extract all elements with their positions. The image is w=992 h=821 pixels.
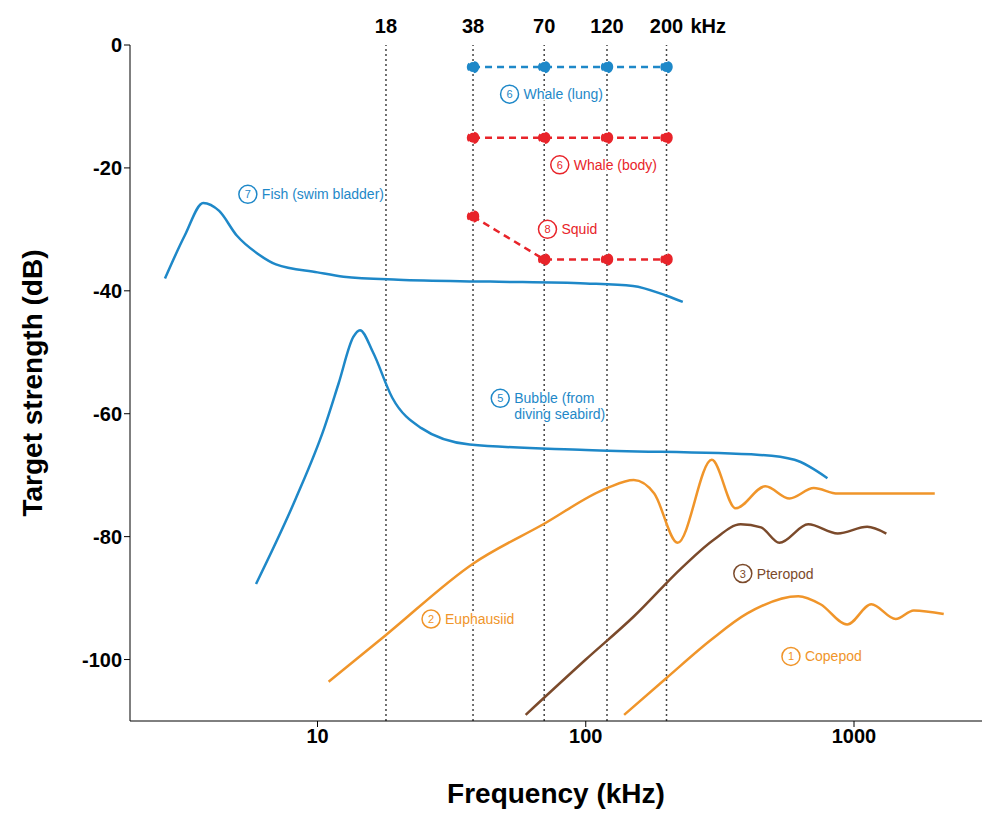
- svg-text:8: 8: [544, 223, 550, 235]
- svg-text:10: 10: [306, 725, 328, 747]
- svg-text:Pteropod: Pteropod: [757, 566, 814, 582]
- svg-text:diving seabird): diving seabird): [514, 406, 605, 422]
- svg-text:70: 70: [533, 15, 555, 37]
- svg-text:5: 5: [497, 392, 503, 404]
- svg-text:200: 200: [650, 15, 683, 37]
- svg-text:3: 3: [740, 568, 746, 580]
- svg-text:0: 0: [111, 34, 122, 56]
- svg-text:Squid: Squid: [561, 221, 597, 237]
- svg-text:Whale (lung): Whale (lung): [524, 86, 603, 102]
- svg-text:2: 2: [428, 613, 434, 625]
- svg-text:1000: 1000: [832, 725, 877, 747]
- svg-text:18: 18: [375, 15, 397, 37]
- svg-text:6: 6: [507, 88, 513, 100]
- svg-text:Copepod: Copepod: [805, 648, 862, 664]
- svg-text:Euphausiid: Euphausiid: [445, 611, 514, 627]
- svg-text:7: 7: [245, 188, 251, 200]
- svg-text:Fish (swim bladder): Fish (swim bladder): [262, 186, 384, 202]
- svg-text:-20: -20: [93, 157, 122, 179]
- svg-text:Whale (body): Whale (body): [574, 157, 657, 173]
- svg-text:1: 1: [788, 650, 794, 662]
- svg-text:Frequency (kHz): Frequency (kHz): [447, 778, 665, 809]
- svg-text:-40: -40: [93, 280, 122, 302]
- svg-text:120: 120: [590, 15, 623, 37]
- svg-text:-60: -60: [93, 403, 122, 425]
- svg-text:Target strength (dB): Target strength (dB): [17, 249, 48, 516]
- svg-text:38: 38: [462, 15, 484, 37]
- svg-text:kHz: kHz: [691, 15, 727, 37]
- svg-text:-100: -100: [82, 649, 122, 671]
- svg-text:Bubble (from: Bubble (from: [514, 390, 594, 406]
- svg-text:100: 100: [569, 725, 602, 747]
- svg-text:-80: -80: [93, 526, 122, 548]
- svg-text:6: 6: [557, 159, 563, 171]
